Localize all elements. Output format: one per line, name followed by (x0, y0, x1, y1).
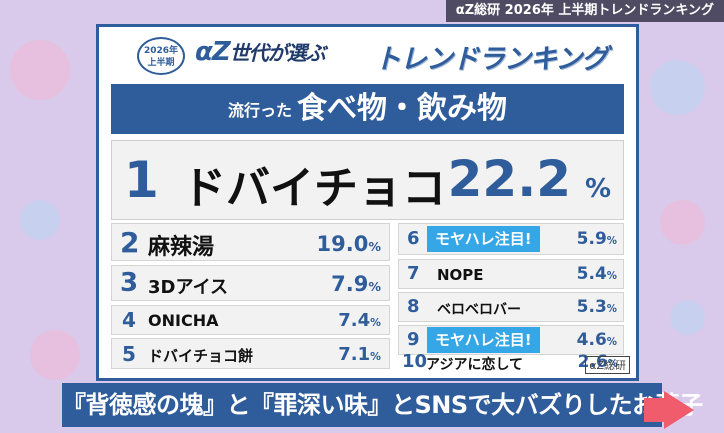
ranking-header: 2026年 上半期 αZ世代が選ぶ トレンドランキング (99, 33, 636, 81)
rank-number: 4 (122, 308, 136, 332)
category-title: 食べ物・飲み物 (297, 91, 508, 126)
item-percent: 19.0 (316, 232, 369, 256)
item-name: ベロベロバー (437, 302, 521, 318)
category-bar: 流行った 食べ物・飲み物 (111, 84, 624, 134)
percent-unit: % (606, 337, 617, 348)
percent-unit: % (370, 316, 381, 329)
item-percent: 22.2 (447, 150, 571, 208)
item-name: ONICHA (148, 311, 219, 330)
item-name: アジアに恋して (426, 357, 524, 373)
rank-9-row: 9 モヤハレ注目! 4.6% (398, 325, 624, 355)
item-name: ドバイチョコ餅 (148, 347, 254, 365)
item-percent: 2.6 (577, 352, 608, 372)
item-name: 麻辣湯 (148, 235, 215, 260)
category-prefix: 流行った (227, 101, 292, 120)
brand-title: αZ世代が選ぶ (195, 37, 326, 67)
item-name: NOPE (437, 266, 484, 284)
moyahare-tag: モヤハレ注目! (427, 226, 540, 252)
rank-number: 9 (407, 329, 420, 350)
item-percent: 5.9 (576, 229, 607, 249)
percent-unit: % (606, 304, 617, 315)
percent-unit: % (370, 350, 381, 363)
rank-8-row: 8 ベロベロバー 5.3% (398, 292, 624, 322)
item-percent: 5.4 (576, 264, 607, 284)
rank-10-row: 10 アジアに恋して 2.6% (398, 345, 624, 375)
badge-year: 2026年 (143, 46, 179, 56)
item-name: ドバイチョコ (182, 163, 446, 214)
item-percent: 5.3 (576, 297, 607, 317)
item-percent: 7.1 (338, 344, 371, 365)
rank-6-row: 6 モヤハレ注目! 5.9% (398, 223, 624, 255)
rank-2-row: 2 麻辣湯 19.0% (111, 223, 390, 261)
item-percent: 4.6 (576, 330, 607, 350)
rank-number: 7 (407, 263, 420, 284)
brand-subtitle: 世代が選ぶ (229, 41, 326, 65)
top-label: αZ総研 2026年 上半期トレンドランキング (445, 0, 724, 22)
rank-number: 2 (120, 226, 140, 259)
rank-number: 6 (407, 228, 420, 249)
caption-banner: 『背徳感の塊』と『罪深い味』とSNSで大バズりしたお菓子 (62, 383, 703, 427)
az-logo: αZ総研 (585, 356, 630, 374)
moyahare-tag: モヤハレ注目! (427, 327, 540, 353)
ranking-title: トレンドランキング (374, 44, 608, 75)
rank-number: 5 (122, 342, 136, 366)
percent-unit: % (368, 279, 381, 294)
rank-7-row: 7 NOPE 5.4% (398, 259, 624, 289)
percent-unit: % (607, 359, 618, 370)
rank-4-row: 4 ONICHA 7.4% (111, 305, 390, 335)
rank-number: 3 (120, 268, 139, 298)
arrow-head-icon (664, 391, 694, 429)
rank-number: 1 (124, 151, 159, 209)
item-name: 3Dアイス (148, 277, 229, 298)
arrow-icon (644, 398, 666, 422)
rank-1-row: 1 ドバイチョコ 22.2 % (111, 140, 624, 220)
percent-unit: % (584, 174, 611, 204)
brand-logo-text: αZ (195, 37, 231, 67)
item-percent: 7.4 (338, 310, 371, 331)
item-percent: 7.9 (331, 272, 369, 296)
badge-period: 上半期 (147, 58, 175, 68)
rank-5-row: 5 ドバイチョコ餅 7.1% (111, 338, 390, 369)
ranking-card: 2026年 上半期 αZ世代が選ぶ トレンドランキング 流行った 食べ物・飲み物… (96, 24, 639, 381)
percent-unit: % (368, 239, 381, 254)
percent-unit: % (606, 236, 617, 247)
period-badge: 2026年 上半期 (137, 37, 185, 75)
rank-3-row: 3 3Dアイス 7.9% (111, 265, 390, 301)
rank-number: 8 (407, 296, 420, 317)
percent-unit: % (606, 271, 617, 282)
rank-number: 10 (402, 351, 428, 372)
